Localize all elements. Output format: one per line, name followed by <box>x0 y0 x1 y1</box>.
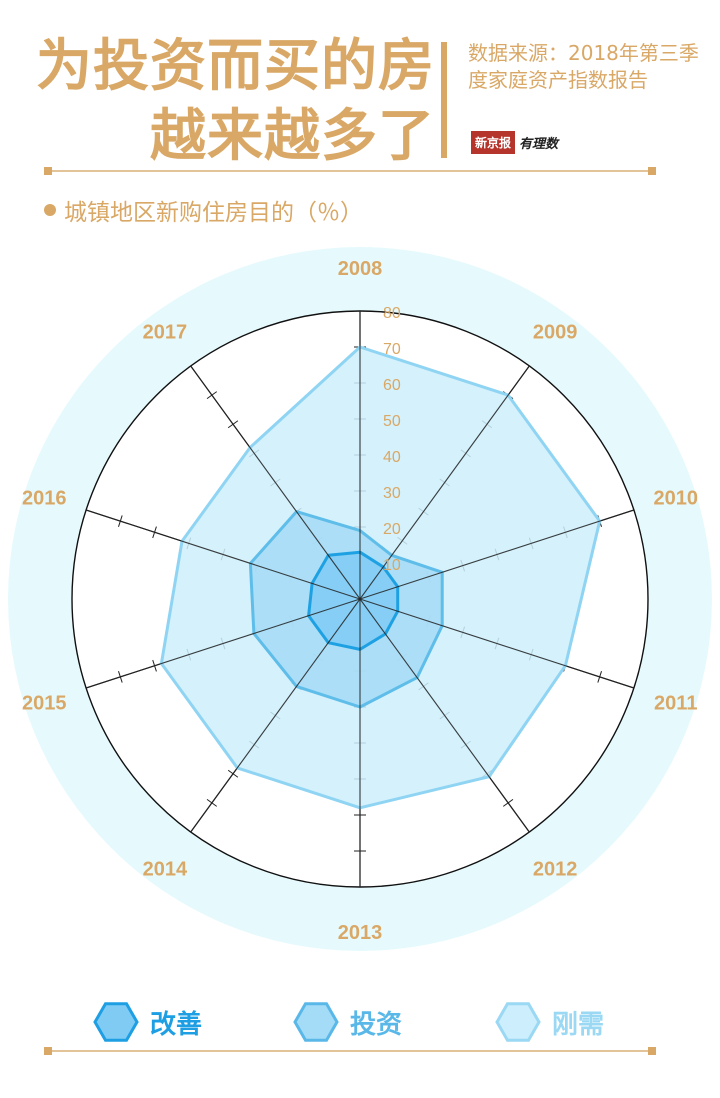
legend-label: 改善 <box>150 1009 203 1040</box>
radial-tick-label: 60 <box>383 377 401 394</box>
category-label: 2009 <box>533 321 578 343</box>
radial-tick-label: 70 <box>383 341 401 358</box>
brand-name: 新京报 <box>471 130 516 154</box>
category-label: 2012 <box>533 859 578 881</box>
footer-rule <box>44 1050 656 1052</box>
spoke-overlay <box>359 509 635 600</box>
radial-tick-label: 30 <box>383 485 401 502</box>
legend-hexagon-icon <box>495 1002 541 1042</box>
header-rule <box>44 170 656 172</box>
category-label: 2010 <box>654 487 699 509</box>
spoke-overlay <box>359 598 635 689</box>
legend-hexagon-icon <box>93 1002 139 1042</box>
radial-tick-label: 10 <box>383 557 401 574</box>
spoke-overlay <box>359 365 530 600</box>
legend-item-touzi: 投资 <box>292 998 402 1046</box>
data-source: 数据来源：2018年第三季度家庭资产指数报告 <box>468 41 699 92</box>
footer-rule-right-end <box>648 1047 656 1055</box>
radial-tick-label: 80 <box>383 305 401 322</box>
legend-hexagon-icon <box>293 1002 339 1042</box>
header-rule-right-end <box>648 167 656 175</box>
radial-tick-label: 20 <box>383 521 401 538</box>
category-label: 2016 <box>22 487 67 509</box>
subtitle-bullet <box>44 204 56 216</box>
legend-label: 刚需 <box>552 1009 605 1040</box>
title-line1: 为投资而买的房 <box>36 34 435 99</box>
spoke-overlay <box>85 598 361 689</box>
brand-logo: 新京报 有理数 <box>471 130 559 154</box>
header-rule-left-end <box>44 167 52 175</box>
spoke-overlay <box>190 365 361 600</box>
legend-item-gangxu: 刚需 <box>494 998 604 1046</box>
legend-item-gaishan: 改善 <box>92 998 202 1046</box>
radial-tick-label: 50 <box>383 413 401 430</box>
category-label: 2015 <box>22 693 67 715</box>
category-label: 2013 <box>338 922 383 944</box>
chart-subtitle: 城镇地区新购住房目的（％） <box>44 193 363 227</box>
category-label: 2017 <box>143 321 188 343</box>
category-label: 2011 <box>654 693 697 715</box>
spoke-overlay <box>190 598 361 833</box>
title-line2: 越来越多了 <box>150 104 435 169</box>
subtitle-text: 城镇地区新购住房目的（％） <box>64 200 363 226</box>
category-label: 2014 <box>143 859 188 881</box>
brand-tag: 有理数 <box>519 136 559 152</box>
legend-label: 投资 <box>350 1009 403 1040</box>
footer-rule-left-end <box>44 1047 52 1055</box>
title-divider <box>441 42 447 158</box>
spoke-overlay <box>359 598 530 833</box>
category-label: 2008 <box>338 258 383 280</box>
spoke-overlay <box>85 509 361 600</box>
radial-tick-label: 40 <box>383 449 401 466</box>
